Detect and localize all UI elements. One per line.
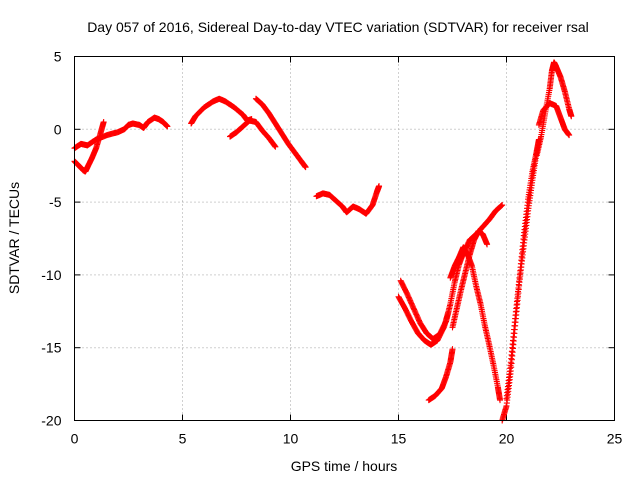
data-point <box>497 397 504 404</box>
y-tick-label: 0 <box>54 121 62 137</box>
series-arc-8 <box>395 293 452 348</box>
data-points <box>71 59 575 424</box>
data-point <box>100 119 107 126</box>
data-point <box>484 241 491 248</box>
series-arc-14 <box>533 59 575 159</box>
data-point <box>164 123 171 130</box>
axis-ticks: 0 5 10 15 20 25 5 0 -5 -10 -15 -20 <box>41 49 622 447</box>
y-tick-label: -10 <box>41 267 61 283</box>
y-tick-label: -20 <box>41 413 61 429</box>
series-arc-6 <box>313 183 383 217</box>
chart-title: Day 057 of 2016, Sidereal Day-to-day VTE… <box>87 19 589 35</box>
series-arc-15 <box>535 100 573 139</box>
plot-frame <box>74 56 615 421</box>
data-point <box>376 183 383 190</box>
x-tick-label: 0 <box>71 431 79 447</box>
y-tick-label: -15 <box>41 340 61 356</box>
series-arc-11 <box>449 228 491 331</box>
series-arc-13 <box>503 148 540 402</box>
series-arc-3 <box>188 95 255 127</box>
x-tick-label: 25 <box>607 431 623 447</box>
y-tick-label: 5 <box>54 49 62 65</box>
data-point <box>566 132 573 139</box>
series-arc-5 <box>252 95 309 171</box>
x-tick-label: 10 <box>283 431 299 447</box>
x-axis-label: GPS time / hours <box>291 458 398 474</box>
data-point <box>302 164 309 171</box>
x-tick-label: 5 <box>179 431 187 447</box>
x-tick-label: 15 <box>391 431 407 447</box>
y-axis-label: SDTVAR / TECUs <box>6 182 22 294</box>
series-arc-1 <box>71 119 107 175</box>
grid <box>74 56 615 421</box>
data-point <box>445 309 452 316</box>
data-point <box>272 143 279 150</box>
data-point <box>449 346 456 353</box>
y-tick-label: -5 <box>49 194 62 210</box>
x-tick-label: 20 <box>499 431 515 447</box>
series-arc-2 <box>71 114 171 152</box>
data-point <box>499 202 506 209</box>
data-point <box>568 113 575 120</box>
series-arc-12 <box>499 136 542 424</box>
series-arc-4 <box>227 117 279 150</box>
series-arc-9 <box>425 346 456 404</box>
